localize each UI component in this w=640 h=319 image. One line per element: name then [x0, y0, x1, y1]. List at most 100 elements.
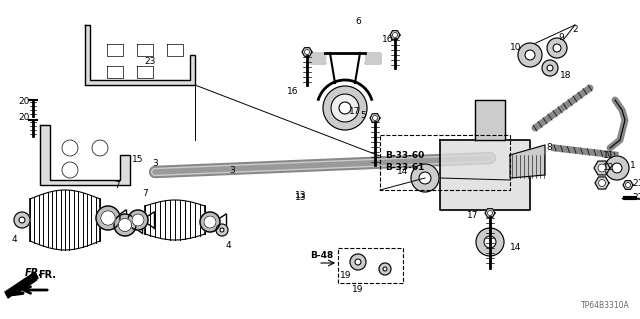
- Circle shape: [547, 65, 553, 71]
- Circle shape: [488, 211, 493, 216]
- Text: 8: 8: [546, 144, 552, 152]
- Text: FR.: FR.: [25, 268, 43, 278]
- Circle shape: [612, 163, 622, 173]
- Text: B-48: B-48: [310, 251, 333, 260]
- Text: 10: 10: [509, 43, 521, 53]
- Circle shape: [204, 216, 216, 228]
- Circle shape: [379, 263, 391, 275]
- Text: 2: 2: [572, 25, 578, 34]
- Text: 20: 20: [18, 98, 29, 107]
- Text: 4: 4: [226, 241, 232, 249]
- Text: 20: 20: [18, 114, 29, 122]
- Bar: [338, 248, 403, 283]
- Text: 16: 16: [287, 87, 298, 97]
- Text: 3: 3: [152, 159, 158, 168]
- Polygon shape: [310, 53, 325, 63]
- Text: 18: 18: [560, 70, 572, 79]
- Text: 23: 23: [144, 57, 156, 66]
- Bar: [107, 44, 123, 56]
- Circle shape: [383, 267, 387, 271]
- Circle shape: [62, 162, 78, 178]
- Text: 6: 6: [355, 18, 361, 26]
- Text: 12: 12: [603, 164, 614, 173]
- Polygon shape: [40, 125, 130, 185]
- Circle shape: [598, 164, 606, 172]
- Circle shape: [114, 214, 136, 236]
- Circle shape: [476, 228, 504, 256]
- Polygon shape: [595, 177, 609, 189]
- Bar: [380, 135, 510, 190]
- Circle shape: [14, 212, 30, 228]
- Text: B-33-60: B-33-60: [385, 151, 424, 160]
- Circle shape: [305, 49, 310, 55]
- Circle shape: [96, 206, 120, 230]
- Circle shape: [200, 212, 220, 232]
- Polygon shape: [475, 100, 505, 140]
- Circle shape: [101, 211, 115, 225]
- Text: 7: 7: [114, 181, 120, 190]
- Text: 14: 14: [510, 243, 522, 253]
- Text: FR.: FR.: [38, 270, 56, 280]
- Circle shape: [331, 94, 359, 122]
- Text: 19: 19: [340, 271, 351, 280]
- Text: 17: 17: [349, 108, 360, 116]
- Text: 15: 15: [132, 155, 143, 165]
- Polygon shape: [85, 25, 195, 85]
- Polygon shape: [510, 145, 545, 178]
- Circle shape: [19, 217, 25, 223]
- Circle shape: [605, 156, 629, 180]
- Circle shape: [547, 38, 567, 58]
- Text: 13: 13: [295, 191, 307, 201]
- Text: 11: 11: [603, 151, 614, 160]
- Circle shape: [484, 236, 496, 248]
- Circle shape: [323, 86, 367, 130]
- Circle shape: [92, 140, 108, 156]
- Circle shape: [419, 172, 431, 184]
- Polygon shape: [365, 53, 380, 63]
- Bar: [137, 66, 153, 78]
- Circle shape: [411, 164, 439, 192]
- Text: 5: 5: [360, 110, 365, 120]
- Text: 22: 22: [632, 192, 640, 202]
- Circle shape: [339, 102, 351, 114]
- Bar: [137, 44, 153, 56]
- Polygon shape: [5, 272, 38, 298]
- Circle shape: [128, 210, 148, 230]
- Circle shape: [392, 33, 397, 38]
- Text: 14: 14: [397, 167, 408, 176]
- Circle shape: [542, 60, 558, 76]
- Polygon shape: [485, 209, 495, 217]
- Circle shape: [220, 228, 224, 232]
- Bar: [167, 44, 183, 56]
- Polygon shape: [440, 140, 530, 210]
- Circle shape: [350, 254, 366, 270]
- Polygon shape: [623, 181, 633, 189]
- Circle shape: [216, 224, 228, 236]
- Text: 4: 4: [12, 235, 18, 244]
- Circle shape: [518, 43, 542, 67]
- Circle shape: [62, 140, 78, 156]
- Text: TP64B3310A: TP64B3310A: [581, 301, 630, 310]
- Circle shape: [118, 219, 132, 232]
- Polygon shape: [390, 31, 400, 39]
- Text: 16: 16: [382, 35, 394, 44]
- Polygon shape: [302, 48, 312, 56]
- Circle shape: [132, 214, 144, 226]
- Text: 7: 7: [142, 189, 148, 198]
- Circle shape: [625, 182, 630, 188]
- Text: 21: 21: [632, 179, 640, 188]
- Text: 19: 19: [352, 286, 364, 294]
- Text: 3: 3: [229, 166, 235, 175]
- Text: 1: 1: [630, 160, 636, 169]
- Circle shape: [553, 44, 561, 52]
- Polygon shape: [370, 114, 380, 122]
- Text: 9: 9: [558, 33, 564, 41]
- Bar: [107, 66, 123, 78]
- Polygon shape: [594, 161, 610, 175]
- Circle shape: [525, 50, 535, 60]
- Text: 17: 17: [467, 211, 478, 219]
- Text: B-33-61: B-33-61: [385, 163, 424, 172]
- Circle shape: [598, 180, 605, 187]
- Circle shape: [372, 115, 378, 121]
- Circle shape: [355, 259, 361, 265]
